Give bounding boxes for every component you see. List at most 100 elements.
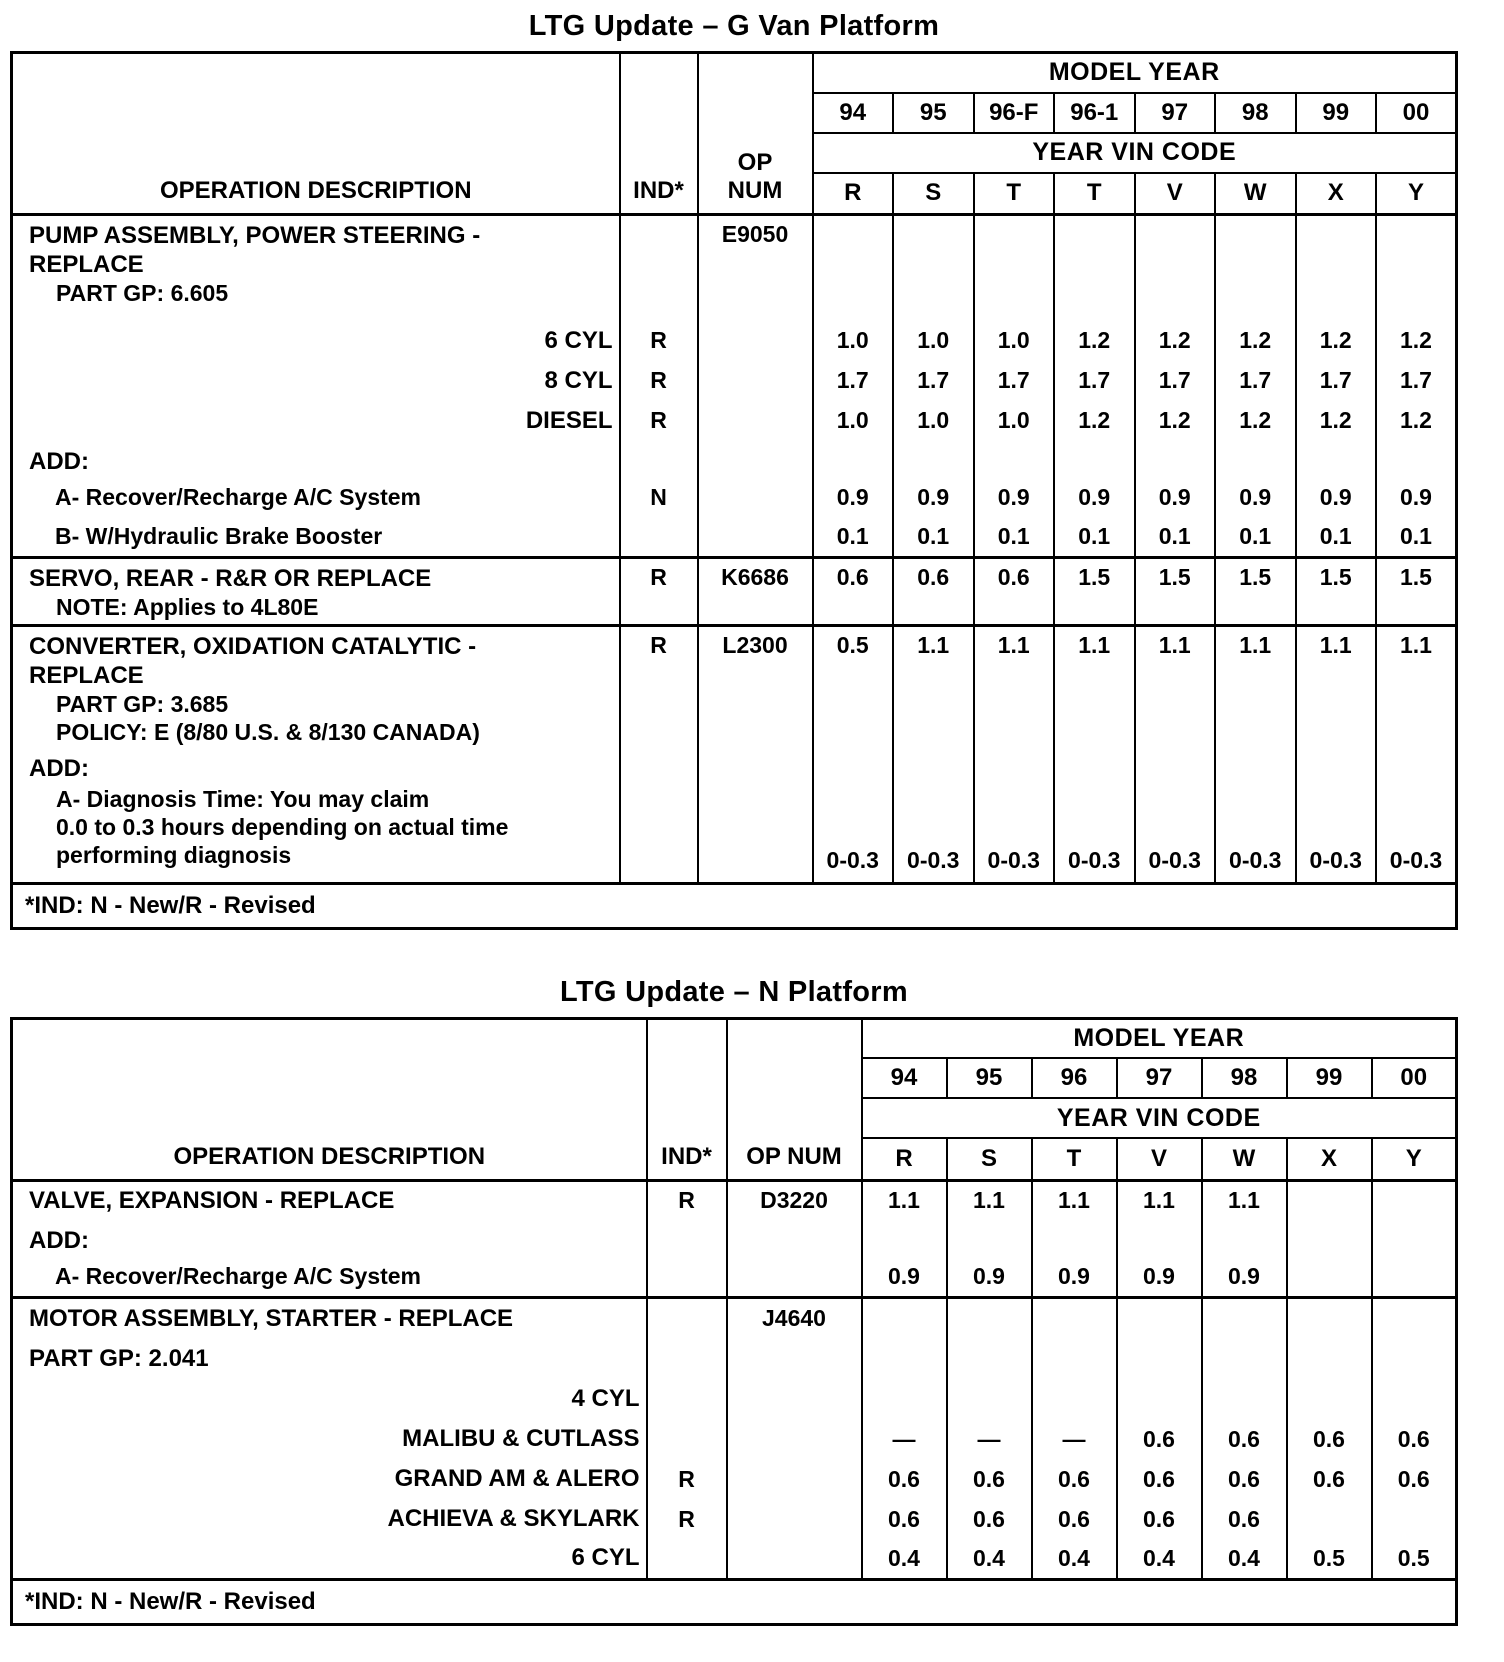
opnum-cell: D3220 — [725, 1180, 863, 1220]
value-cell: 0-0.3 — [1294, 785, 1377, 883]
value-cell: 0.4 — [1030, 1539, 1118, 1579]
value-cell: 0-0.3 — [892, 785, 975, 883]
operation-title-line: REPLACE — [29, 251, 144, 278]
value-cell: 1.5 — [1053, 556, 1136, 626]
operation-title-row: PUMP ASSEMBLY, POWER STEERING - REPLACE … — [10, 214, 1458, 321]
value-cell: 0.6 — [1115, 1499, 1203, 1539]
value-cell — [1200, 1295, 1288, 1339]
vin-header-cell: R — [811, 171, 894, 216]
vin-header-cell: T — [1053, 171, 1136, 216]
value-cell — [1030, 1379, 1118, 1419]
value-cell — [972, 748, 1055, 785]
value-cell: 1.0 — [811, 320, 894, 361]
value-cell: 1.2 — [1294, 400, 1377, 441]
value-cell: 0.6 — [1285, 1459, 1373, 1499]
add-label-row: ADD: — [10, 440, 1458, 478]
ind-cell — [645, 1339, 728, 1379]
add-label-cell: ADD: — [10, 1220, 648, 1257]
ind-cell: R — [618, 320, 699, 361]
value-cell: 0.6 — [972, 556, 1055, 626]
value-cell: 0.9 — [1375, 477, 1458, 518]
opnum-cell: J4640 — [725, 1295, 863, 1339]
value-cell: — — [945, 1419, 1033, 1459]
ind-legend: *IND: N - New/R - Revised — [10, 1577, 1458, 1625]
value-cell — [1053, 214, 1136, 321]
g-table-title: LTG Update – G Van Platform — [528, 10, 940, 42]
value-cell — [1285, 1339, 1373, 1379]
value-cell: 0.1 — [1294, 517, 1377, 558]
vin-header-cell: W — [1200, 1137, 1288, 1182]
vin-header-cell: V — [1133, 171, 1216, 216]
value-cell — [1294, 214, 1377, 321]
value-cell — [1370, 1499, 1458, 1539]
value-cell — [1214, 748, 1297, 785]
ind-cell: R — [618, 624, 699, 748]
year-header-cell: 97 — [1115, 1057, 1203, 1099]
value-cell — [811, 748, 894, 785]
operation-cell: PUMP ASSEMBLY, POWER STEERING - REPLACE … — [10, 214, 621, 321]
value-cell — [1133, 440, 1216, 478]
header-row-model-year: OPERATION DESCRIPTION IND* OP NUM MODEL … — [10, 51, 1458, 216]
value-cell: 0.6 — [1200, 1459, 1288, 1499]
opnum-cell — [725, 1339, 863, 1379]
value-cell: 0.9 — [1200, 1257, 1288, 1297]
vin-header-cell: T — [972, 171, 1055, 216]
add-option-row: A- Recover/Recharge A/C System 0.9 0.9 0.9… — [10, 1257, 1458, 1297]
col-header-ind: IND* — [645, 1017, 728, 1182]
ind-cell: R — [618, 556, 699, 626]
model-value-row: GRAND AM & ALERO R 0.6 0.6 0.6 0.6 0.6 0.6 0.6 — [10, 1459, 1458, 1499]
year-header-cell: 98 — [1200, 1057, 1288, 1099]
operation-cell: CONVERTER, OXIDATION CATALYTIC - REPLACE… — [10, 624, 621, 748]
value-cell — [1200, 1379, 1288, 1419]
diagnosis-line: performing diagnosis — [56, 842, 292, 868]
value-cell: 0.1 — [892, 517, 975, 558]
value-cell: 0.6 — [1200, 1499, 1288, 1539]
value-cell: 0.5 — [1285, 1539, 1373, 1579]
value-cell: 0-0.3 — [972, 785, 1055, 883]
col-header-op-num: OP NUM — [725, 1017, 863, 1182]
engine-label-cell: 8 CYL — [10, 360, 621, 401]
value-cell — [811, 214, 894, 321]
value-cell — [860, 1295, 948, 1339]
opnum-cell — [725, 1499, 863, 1539]
add-option-row: B- W/Hydraulic Brake Booster 0.1 0.1 0.1 0.… — [10, 517, 1458, 558]
value-cell: 1.7 — [892, 360, 975, 401]
value-cell — [1285, 1295, 1373, 1339]
opnum-cell — [725, 1379, 863, 1419]
value-cell: 1.2 — [1053, 320, 1136, 361]
header-row-vin-band: YEAR VIN CODE — [12, 1097, 1458, 1139]
engine-label-cell: DIESEL — [10, 400, 621, 441]
value-cell: 0.5 — [1370, 1539, 1458, 1579]
value-cell — [1214, 440, 1297, 478]
col-header-operation-description: OPERATION DESCRIPTION — [10, 51, 621, 216]
engine-label-cell: 4 CYL — [10, 1379, 648, 1419]
value-cell: 0.9 — [1133, 477, 1216, 518]
ind-cell: R — [645, 1180, 728, 1220]
vin-header-cell: Y — [1370, 1137, 1458, 1182]
operation-row-servo: SERVO, REAR - R&R OR REPLACE NOTE: Appli… — [10, 556, 1458, 626]
op-num-line1: OP — [737, 149, 773, 176]
value-cell: 1.7 — [1294, 360, 1377, 401]
value-cell — [1053, 748, 1136, 785]
value-cell — [1214, 214, 1297, 321]
opnum-cell — [696, 320, 814, 361]
model-year-header: MODEL YEAR — [811, 51, 1458, 94]
n-table-title: LTG Update – N Platform — [560, 975, 908, 1008]
value-cell — [1375, 748, 1458, 785]
value-cell: 0.6 — [1370, 1459, 1458, 1499]
value-cell — [945, 1339, 1033, 1379]
header-row-vin-band: YEAR VIN CODE — [12, 131, 1458, 174]
opnum-cell — [696, 440, 814, 478]
value-cell — [1115, 1295, 1203, 1339]
ind-cell — [618, 440, 699, 478]
opnum-cell: L2300 — [696, 624, 814, 748]
ind-cell — [618, 517, 699, 558]
value-cell: 1.2 — [1375, 400, 1458, 441]
engine-label-cell: 6 CYL — [10, 1539, 648, 1579]
value-cell: 0.9 — [945, 1257, 1033, 1297]
year-header-cell: 94 — [811, 91, 894, 134]
value-cell: 1.0 — [892, 320, 975, 361]
ind-legend: *IND: N - New/R - Revised — [10, 881, 1458, 929]
value-cell: 0.9 — [1053, 477, 1136, 518]
col-header-ind: IND* — [618, 51, 699, 216]
